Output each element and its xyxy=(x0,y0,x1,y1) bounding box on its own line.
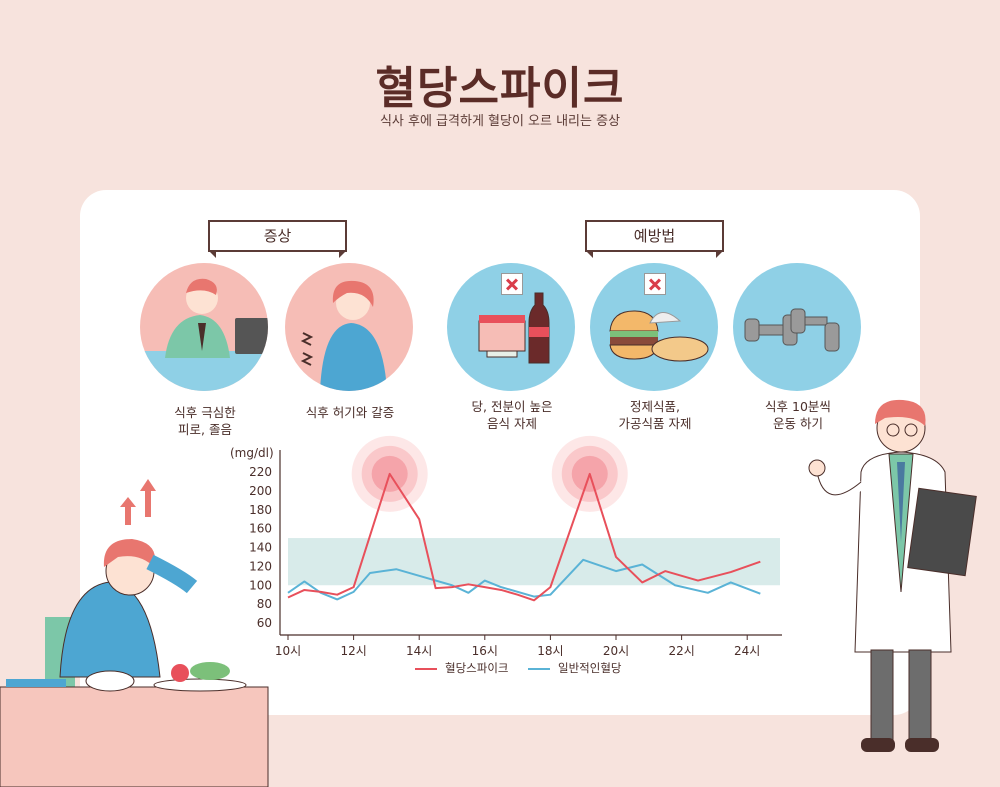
y-tick-label: 180 xyxy=(249,503,272,517)
y-tick-label: 220 xyxy=(249,465,272,479)
prevention-banner-label: 예방법 xyxy=(633,227,676,245)
dizzy-person-illustration xyxy=(0,479,269,787)
symptoms-banner: 증상 xyxy=(208,220,347,258)
y-tick-label: 140 xyxy=(249,541,272,555)
spike-series-line xyxy=(287,472,761,602)
y-axis-unit: (mg/dl) xyxy=(230,446,274,460)
x-tick-label: 10시 xyxy=(275,644,301,658)
x-tick-label: 24시 xyxy=(734,644,760,658)
legend-spike-label: 혈당스파이크 xyxy=(445,661,509,675)
prevention-banner: 예방법 xyxy=(585,220,724,258)
y-tick-label: 120 xyxy=(249,559,272,573)
page-subtitle: 식사 후에 급격하게 혈당이 오르 내리는 증상 xyxy=(379,114,621,129)
no-sugar-x-icon xyxy=(501,273,523,295)
legend-spike: 혈당스파이크 xyxy=(415,660,508,676)
normal-range-band xyxy=(288,538,780,586)
legend-spike-swatch xyxy=(415,667,437,670)
item-caption-2: 식후 허기와 갈증 xyxy=(305,405,395,420)
x-tick-label: 22시 xyxy=(668,644,694,658)
y-tick-label: 80 xyxy=(257,597,272,611)
doctor-illustration xyxy=(808,399,977,752)
dumbbell-icon xyxy=(744,308,840,352)
legend-normal-swatch xyxy=(528,667,550,670)
item-caption-5: 식후 10분씩 운동 하기 xyxy=(765,399,831,431)
normal-series-line xyxy=(287,558,761,601)
item-caption-3: 당, 전분이 높은 음식 자제 xyxy=(471,399,553,431)
exercise-illustration xyxy=(733,263,861,391)
legend-normal: 일반적인혈당 xyxy=(528,660,621,676)
legend-normal-label: 일반적인혈당 xyxy=(558,661,622,675)
x-tick-label: 20시 xyxy=(603,644,629,658)
x-tick-label: 18시 xyxy=(537,644,563,658)
y-tick-label: 160 xyxy=(249,522,272,536)
y-tick-label: 100 xyxy=(249,578,272,592)
no-processed-x-icon xyxy=(644,273,666,295)
x-tick-label: 16시 xyxy=(472,644,498,658)
hungry-person-icon xyxy=(300,280,387,391)
sugar-food-illustration xyxy=(447,263,575,391)
item-caption-1: 식후 극심한 피로, 졸음 xyxy=(174,405,236,437)
symptoms-banner-label: 증상 xyxy=(263,227,292,245)
hunger-illustration xyxy=(285,263,413,391)
x-tick-label: 12시 xyxy=(340,644,366,658)
fatigue-illustration xyxy=(140,263,268,391)
burger-bread-icon xyxy=(609,310,709,362)
x-tick-label: 14시 xyxy=(406,644,432,658)
cake-cola-icon xyxy=(478,292,550,364)
y-tick-label: 60 xyxy=(257,616,272,630)
processed-food-illustration xyxy=(590,263,718,391)
item-caption-4: 정제식품, 가공식품 자제 xyxy=(618,399,692,431)
page-title: 혈당스파이크 xyxy=(375,63,625,114)
y-tick-label: 200 xyxy=(249,484,272,498)
